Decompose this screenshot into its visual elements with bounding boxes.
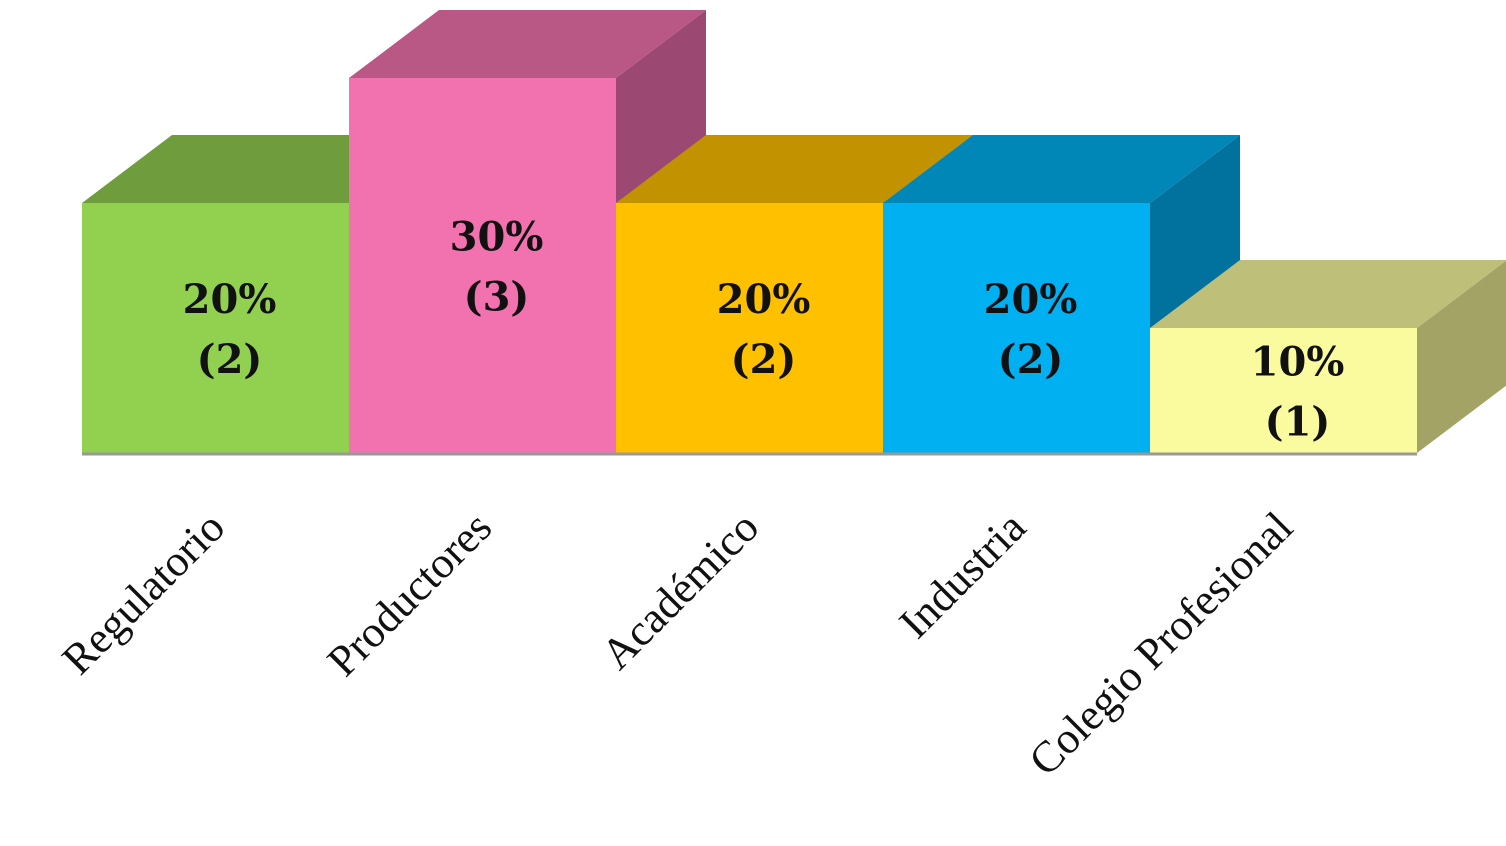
bar-side-4 (1417, 260, 1506, 453)
bar-1 (349, 78, 616, 453)
category-label-3: Industria (890, 502, 1035, 647)
value-label-4: 10% (1251, 339, 1345, 386)
value-label-0: 20% (183, 276, 277, 323)
value-label-2: 20% (717, 276, 811, 323)
count-label-2: (2) (731, 336, 797, 383)
category-label-4: Colegio Profesional (1019, 502, 1302, 785)
bar-top-3 (883, 135, 1240, 203)
bar-4 (1150, 328, 1417, 453)
bar-2 (616, 203, 883, 453)
value-label-3: 20% (984, 276, 1078, 323)
count-label-3: (2) (998, 336, 1064, 383)
category-label-0: Regulatorio (53, 502, 235, 684)
count-label-4: (1) (1265, 399, 1331, 446)
bar-0 (82, 203, 349, 453)
value-label-1: 30% (450, 214, 544, 261)
bar-3 (883, 203, 1150, 453)
category-labels-layer: Regulatorio Productores Académico Industria… (53, 502, 1303, 785)
bar-top-2 (616, 135, 973, 203)
bar-top-1 (349, 10, 706, 78)
bars-layer (82, 10, 1506, 453)
count-label-0: (2) (197, 336, 263, 383)
category-label-2: Académico (592, 502, 768, 678)
category-label-1: Productores (318, 502, 501, 685)
value-labels-layer: 20% (2) 30% (3) 20% (2) 20% (2) 10% (1) (183, 214, 1345, 446)
count-label-1: (3) (464, 274, 530, 321)
bar-top-4 (1150, 260, 1506, 328)
